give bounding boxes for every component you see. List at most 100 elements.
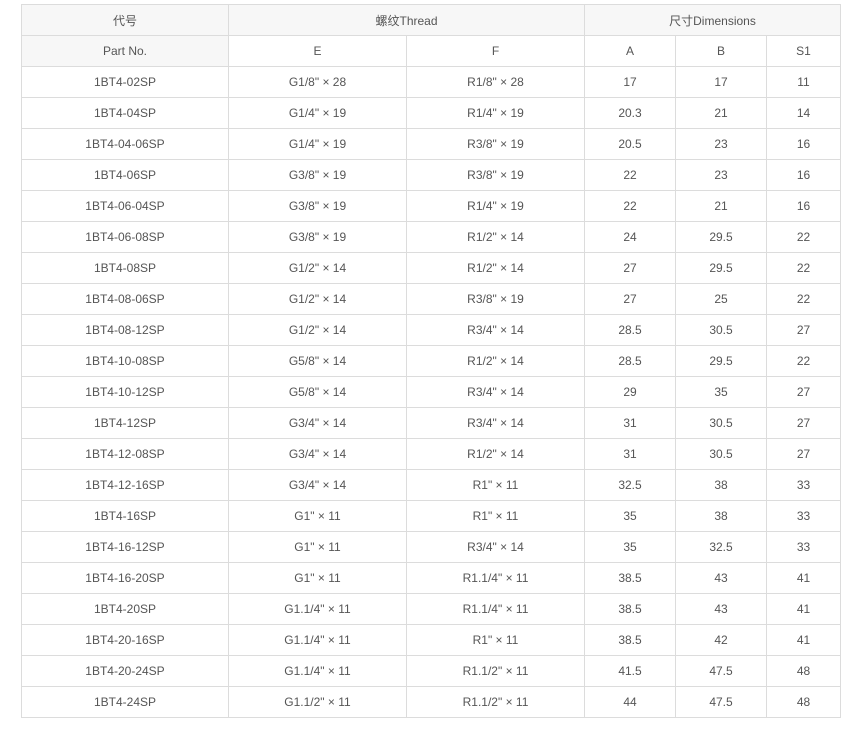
- cell-part-no: 1BT4-08-12SP: [21, 314, 229, 346]
- cell-thread-e: G1/8" × 28: [228, 66, 407, 98]
- cell-dim-b: 38: [675, 500, 767, 532]
- cell-dim-s1: 27: [766, 438, 841, 470]
- header-dimensions: 尺寸Dimensions: [584, 4, 841, 36]
- cell-dim-b: 17: [675, 66, 767, 98]
- cell-dim-a: 29: [584, 376, 676, 408]
- cell-dim-s1: 48: [766, 686, 841, 718]
- cell-dim-a: 22: [584, 159, 676, 191]
- cell-thread-f: R3/8" × 19: [406, 128, 585, 160]
- cell-dim-b: 29.5: [675, 345, 767, 377]
- cell-part-no: 1BT4-04SP: [21, 97, 229, 129]
- cell-dim-b: 23: [675, 128, 767, 160]
- cell-dim-s1: 27: [766, 314, 841, 346]
- cell-dim-a: 24: [584, 221, 676, 253]
- cell-thread-e: G3/8" × 19: [228, 190, 407, 222]
- table-row: 1BT4-04-06SP G1/4" × 19 R3/8" × 19 20.5 23 16: [21, 128, 841, 160]
- cell-part-no: 1BT4-06-04SP: [21, 190, 229, 222]
- cell-dim-a: 38.5: [584, 562, 676, 594]
- cell-thread-e: G1.1/4" × 11: [228, 593, 407, 625]
- table-row: 1BT4-20SP G1.1/4" × 11 R1.1/4" × 11 38.5 43 4…: [21, 593, 841, 625]
- cell-thread-f: R3/4" × 14: [406, 407, 585, 439]
- cell-thread-e: G1/4" × 19: [228, 128, 407, 160]
- cell-dim-a: 27: [584, 252, 676, 284]
- header-a: A: [584, 35, 676, 67]
- cell-thread-f: R1" × 11: [406, 469, 585, 501]
- cell-dim-s1: 27: [766, 376, 841, 408]
- cell-dim-s1: 22: [766, 345, 841, 377]
- table-row: 1BT4-10-12SP G5/8" × 14 R3/4" × 14 29 35 27: [21, 376, 841, 408]
- cell-thread-e: G1/2" × 14: [228, 283, 407, 315]
- cell-dim-b: 23: [675, 159, 767, 191]
- cell-thread-e: G1/2" × 14: [228, 314, 407, 346]
- cell-dim-b: 43: [675, 593, 767, 625]
- cell-dim-s1: 33: [766, 531, 841, 563]
- cell-thread-f: R3/4" × 14: [406, 314, 585, 346]
- cell-dim-s1: 22: [766, 283, 841, 315]
- table-row: 1BT4-12SP G3/4" × 14 R3/4" × 14 31 30.5 27: [21, 407, 841, 439]
- table-row: 1BT4-08-06SP G1/2" × 14 R3/8" × 19 27 25 22: [21, 283, 841, 315]
- table-row: 1BT4-04SP G1/4" × 19 R1/4" × 19 20.3 21 14: [21, 97, 841, 129]
- cell-dim-a: 35: [584, 531, 676, 563]
- cell-dim-s1: 33: [766, 500, 841, 532]
- cell-dim-b: 25: [675, 283, 767, 315]
- header-part-cn: 代号: [21, 4, 229, 36]
- cell-thread-e: G3/4" × 14: [228, 407, 407, 439]
- cell-thread-f: R3/8" × 19: [406, 159, 585, 191]
- cell-part-no: 1BT4-02SP: [21, 66, 229, 98]
- cell-thread-e: G1" × 11: [228, 562, 407, 594]
- table-row: 1BT4-10-08SP G5/8" × 14 R1/2" × 14 28.5 29.5…: [21, 345, 841, 377]
- cell-dim-s1: 41: [766, 562, 841, 594]
- cell-dim-a: 31: [584, 407, 676, 439]
- cell-part-no: 1BT4-20-24SP: [21, 655, 229, 687]
- cell-thread-e: G3/4" × 14: [228, 469, 407, 501]
- cell-part-no: 1BT4-06SP: [21, 159, 229, 191]
- cell-thread-f: R1/2" × 14: [406, 438, 585, 470]
- cell-dim-b: 30.5: [675, 407, 767, 439]
- table-row: 1BT4-12-08SP G3/4" × 14 R1/2" × 14 31 30.5 27: [21, 438, 841, 470]
- cell-part-no: 1BT4-08-06SP: [21, 283, 229, 315]
- cell-dim-a: 41.5: [584, 655, 676, 687]
- cell-thread-f: R1/4" × 19: [406, 190, 585, 222]
- header-part-en: Part No.: [21, 35, 229, 67]
- cell-part-no: 1BT4-12-16SP: [21, 469, 229, 501]
- header-f: F: [406, 35, 585, 67]
- header-s1: S1: [766, 35, 841, 67]
- cell-part-no: 1BT4-10-12SP: [21, 376, 229, 408]
- cell-part-no: 1BT4-12SP: [21, 407, 229, 439]
- cell-dim-s1: 14: [766, 97, 841, 129]
- cell-dim-s1: 16: [766, 159, 841, 191]
- cell-dim-a: 38.5: [584, 624, 676, 656]
- cell-dim-a: 20.5: [584, 128, 676, 160]
- cell-thread-f: R3/4" × 14: [406, 531, 585, 563]
- table-row: 1BT4-08SP G1/2" × 14 R1/2" × 14 27 29.5 22: [21, 252, 841, 284]
- table-row: 1BT4-02SP G1/8" × 28 R1/8" × 28 17 17 11: [21, 66, 841, 98]
- cell-part-no: 1BT4-04-06SP: [21, 128, 229, 160]
- cell-dim-a: 20.3: [584, 97, 676, 129]
- cell-dim-b: 21: [675, 190, 767, 222]
- cell-thread-f: R1/4" × 19: [406, 97, 585, 129]
- header-e: E: [228, 35, 407, 67]
- cell-dim-s1: 16: [766, 128, 841, 160]
- cell-dim-a: 35: [584, 500, 676, 532]
- cell-thread-e: G5/8" × 14: [228, 376, 407, 408]
- cell-dim-s1: 16: [766, 190, 841, 222]
- cell-part-no: 1BT4-20-16SP: [21, 624, 229, 656]
- cell-dim-a: 38.5: [584, 593, 676, 625]
- cell-dim-b: 30.5: [675, 438, 767, 470]
- cell-dim-a: 31: [584, 438, 676, 470]
- cell-dim-a: 17: [584, 66, 676, 98]
- table-row: 1BT4-24SP G1.1/2" × 11 R1.1/2" × 11 44 47.5 4…: [21, 686, 841, 718]
- cell-dim-a: 32.5: [584, 469, 676, 501]
- cell-thread-f: R1.1/4" × 11: [406, 562, 585, 594]
- header-row-2: Part No. E F A B S1: [21, 35, 841, 67]
- cell-thread-f: R3/4" × 14: [406, 376, 585, 408]
- cell-thread-e: G1.1/4" × 11: [228, 655, 407, 687]
- cell-dim-s1: 33: [766, 469, 841, 501]
- cell-thread-f: R1/2" × 14: [406, 221, 585, 253]
- dimensions-table: 代号 螺纹Thread 尺寸Dimensions Part No. E F A …: [21, 4, 841, 718]
- cell-dim-a: 28.5: [584, 314, 676, 346]
- cell-part-no: 1BT4-16-20SP: [21, 562, 229, 594]
- cell-thread-e: G1.1/4" × 11: [228, 624, 407, 656]
- cell-thread-e: G3/4" × 14: [228, 438, 407, 470]
- cell-dim-s1: 41: [766, 624, 841, 656]
